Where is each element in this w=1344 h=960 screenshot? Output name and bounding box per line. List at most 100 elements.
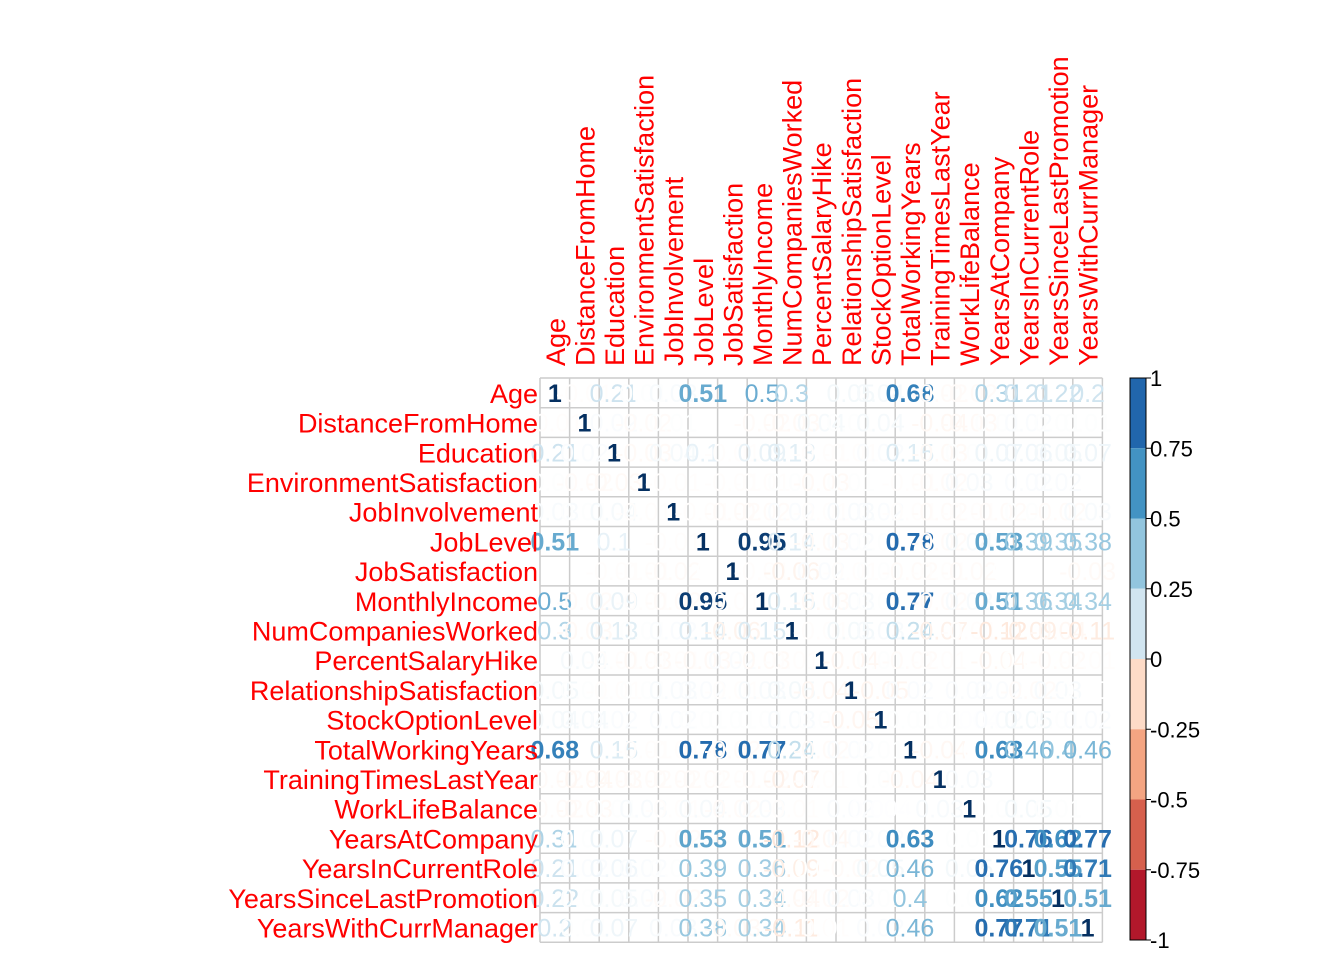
cell-value: 0.24 — [886, 617, 935, 645]
cell-value: 0.02 — [619, 855, 668, 883]
cell-value: 0.02 — [797, 558, 846, 586]
cell-value: -0.03 — [674, 647, 731, 675]
cell-value: 0.06 — [590, 855, 639, 883]
cell-value: -0.03 — [704, 914, 761, 942]
cell-value: 0.004 — [849, 796, 912, 824]
cell-value: 0 — [577, 558, 591, 586]
cell-value: 0 — [992, 766, 1006, 794]
cell-value: 0.03 — [856, 617, 905, 645]
cell-value: 0 — [725, 380, 739, 408]
cell-value: -0.03 — [793, 588, 850, 616]
cell-value: 0.01 — [649, 855, 698, 883]
cell-value: 0.01 — [619, 677, 668, 705]
colorbar-tick-label: 0 — [1150, 647, 1162, 672]
cell-value: 0 — [962, 647, 976, 675]
cell-value: 0.07 — [974, 439, 1023, 467]
cell-value: -0.02 — [1000, 677, 1057, 705]
cell-value: 0.02 — [1004, 469, 1053, 497]
cell-value: -0.03 — [793, 528, 850, 556]
cell-value: -0.01 — [615, 558, 672, 586]
cell-value: 0.05 — [767, 677, 816, 705]
cell-value: 0.77 — [738, 736, 787, 764]
cell-value: 0.03 — [915, 796, 964, 824]
cell-value: 0.04 — [590, 499, 639, 527]
cell-value: 0.01 — [1034, 410, 1083, 438]
cell-value: -0.12 — [970, 617, 1027, 645]
cell-value: 0.35 — [678, 885, 727, 913]
cell-value: 0.06 — [1004, 439, 1053, 467]
colorbar-segment — [1130, 378, 1146, 449]
cell-value: -0.03 — [734, 647, 791, 675]
cell-value: -0.01 — [645, 469, 702, 497]
cell-value: 0.63 — [886, 825, 935, 853]
cell-value: 0.02 — [1004, 410, 1053, 438]
cell-value: 0.77 — [886, 588, 935, 616]
cell-value: 0.01 — [560, 885, 609, 913]
cell-value: -0.01 — [793, 617, 850, 645]
cell-value: 0.39 — [678, 855, 727, 883]
cell-value: -0.05 — [852, 677, 909, 705]
cell-value: -0.04 — [882, 766, 939, 794]
cell-value: 0 — [814, 796, 828, 824]
cell-value: 0.02 — [708, 647, 757, 675]
column-label: StockOptionLevel — [866, 154, 896, 366]
cell-value: 0.34 — [1063, 588, 1112, 616]
cell-value: 1 — [844, 677, 858, 705]
cell-value: 0.5 — [537, 588, 572, 616]
cell-value: 0.95 — [678, 588, 727, 616]
cell-value: 0.01 — [974, 796, 1023, 824]
row-label: Age — [490, 379, 538, 409]
cell-value: 0.05 — [1004, 796, 1053, 824]
cell-value: 0.24 — [767, 736, 816, 764]
cell-value: 0.36 — [1004, 588, 1053, 616]
cell-value: 0.55 — [1034, 855, 1083, 883]
cell-value: -0.03 — [1059, 558, 1116, 586]
cell-value: 0.02 — [767, 499, 816, 527]
cell-value: 0 — [992, 558, 1006, 586]
cell-value: -0.02 — [911, 380, 968, 408]
cell-value: 0.36 — [738, 855, 787, 883]
cell-value: 0.02 — [974, 677, 1023, 705]
cell-value: 0.01 — [856, 766, 905, 794]
cell-value: 0.02 — [826, 736, 875, 764]
cell-value: 0.46 — [886, 914, 935, 942]
cell-value: 0.02 — [856, 825, 905, 853]
cell-value: 0 — [933, 914, 947, 942]
cell-value: -0.01 — [586, 558, 643, 586]
cell-value: 1 — [696, 528, 710, 556]
cell-value: -0.09 — [763, 855, 820, 883]
colorbar-tick-label: 0.5 — [1150, 507, 1181, 532]
cell-value: 0.03 — [826, 499, 875, 527]
colorbar-tick-label: -0.75 — [1150, 858, 1200, 883]
column-labels: Age DistanceFromHome Education EnvironmentS… — [541, 56, 1104, 366]
cell-value: 0 — [696, 558, 710, 586]
cell-value: 0.01 — [826, 469, 875, 497]
cell-value: 0 — [933, 855, 947, 883]
cell-value: -0.02 — [526, 766, 583, 794]
cell-value: -0.02 — [1030, 647, 1087, 675]
cell-value: 0.01 — [560, 825, 609, 853]
cell-value: 0.39 — [1004, 528, 1053, 556]
cell-value: 1 — [903, 736, 917, 764]
cell-value: -0.02 — [1030, 499, 1087, 527]
colorbar-segment — [1130, 448, 1146, 519]
cell-value: -0.01 — [556, 380, 613, 408]
cell-value: -0.04 — [793, 677, 850, 705]
cell-value: -0.09 — [1000, 617, 1057, 645]
cell-value: 0.3 — [774, 380, 809, 408]
cell-value: 0.01 — [1034, 707, 1083, 735]
cell-value: 0 — [933, 825, 947, 853]
cell-value: 1 — [725, 558, 739, 586]
colorbar-segment — [1130, 729, 1146, 800]
cell-value: 0.04 — [530, 707, 579, 735]
cell-value: -0.01 — [822, 558, 879, 586]
cell-value: 0 — [1081, 766, 1095, 794]
cell-value: 0 — [577, 736, 591, 764]
colorbar-segment — [1130, 799, 1146, 870]
cell-value: 0.02 — [886, 677, 935, 705]
cell-value: 0.03 — [945, 766, 994, 794]
cell-value: -0.01 — [1059, 647, 1116, 675]
cell-value: 0.51 — [1063, 885, 1112, 913]
cell-value: 0.15 — [886, 439, 935, 467]
cell-value: -0.11 — [1060, 617, 1115, 645]
